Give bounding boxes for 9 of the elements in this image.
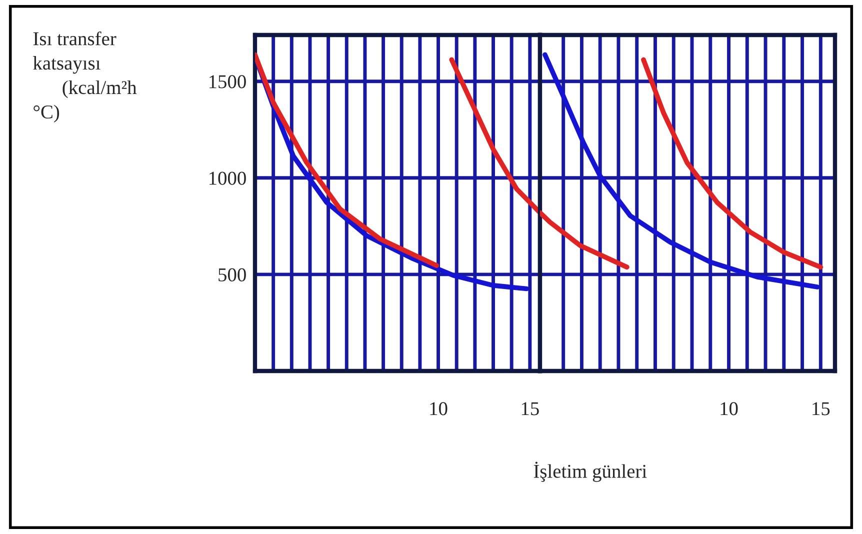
x-tick-label: 15 xyxy=(522,402,539,416)
x-tick-label: 10 xyxy=(430,402,448,416)
y-axis-title: Isı transfer katsayısı (kcal/m²h °C) xyxy=(33,31,137,122)
y-tick-label: 500 xyxy=(218,268,246,282)
x-axis-title: İşletim günleri xyxy=(534,462,647,482)
y-tick-label: 1500 xyxy=(209,75,246,88)
x-tick-label: 15 xyxy=(812,402,830,416)
y-tick-label: 1000 xyxy=(209,172,246,185)
x-tick-label: 10 xyxy=(720,402,738,416)
